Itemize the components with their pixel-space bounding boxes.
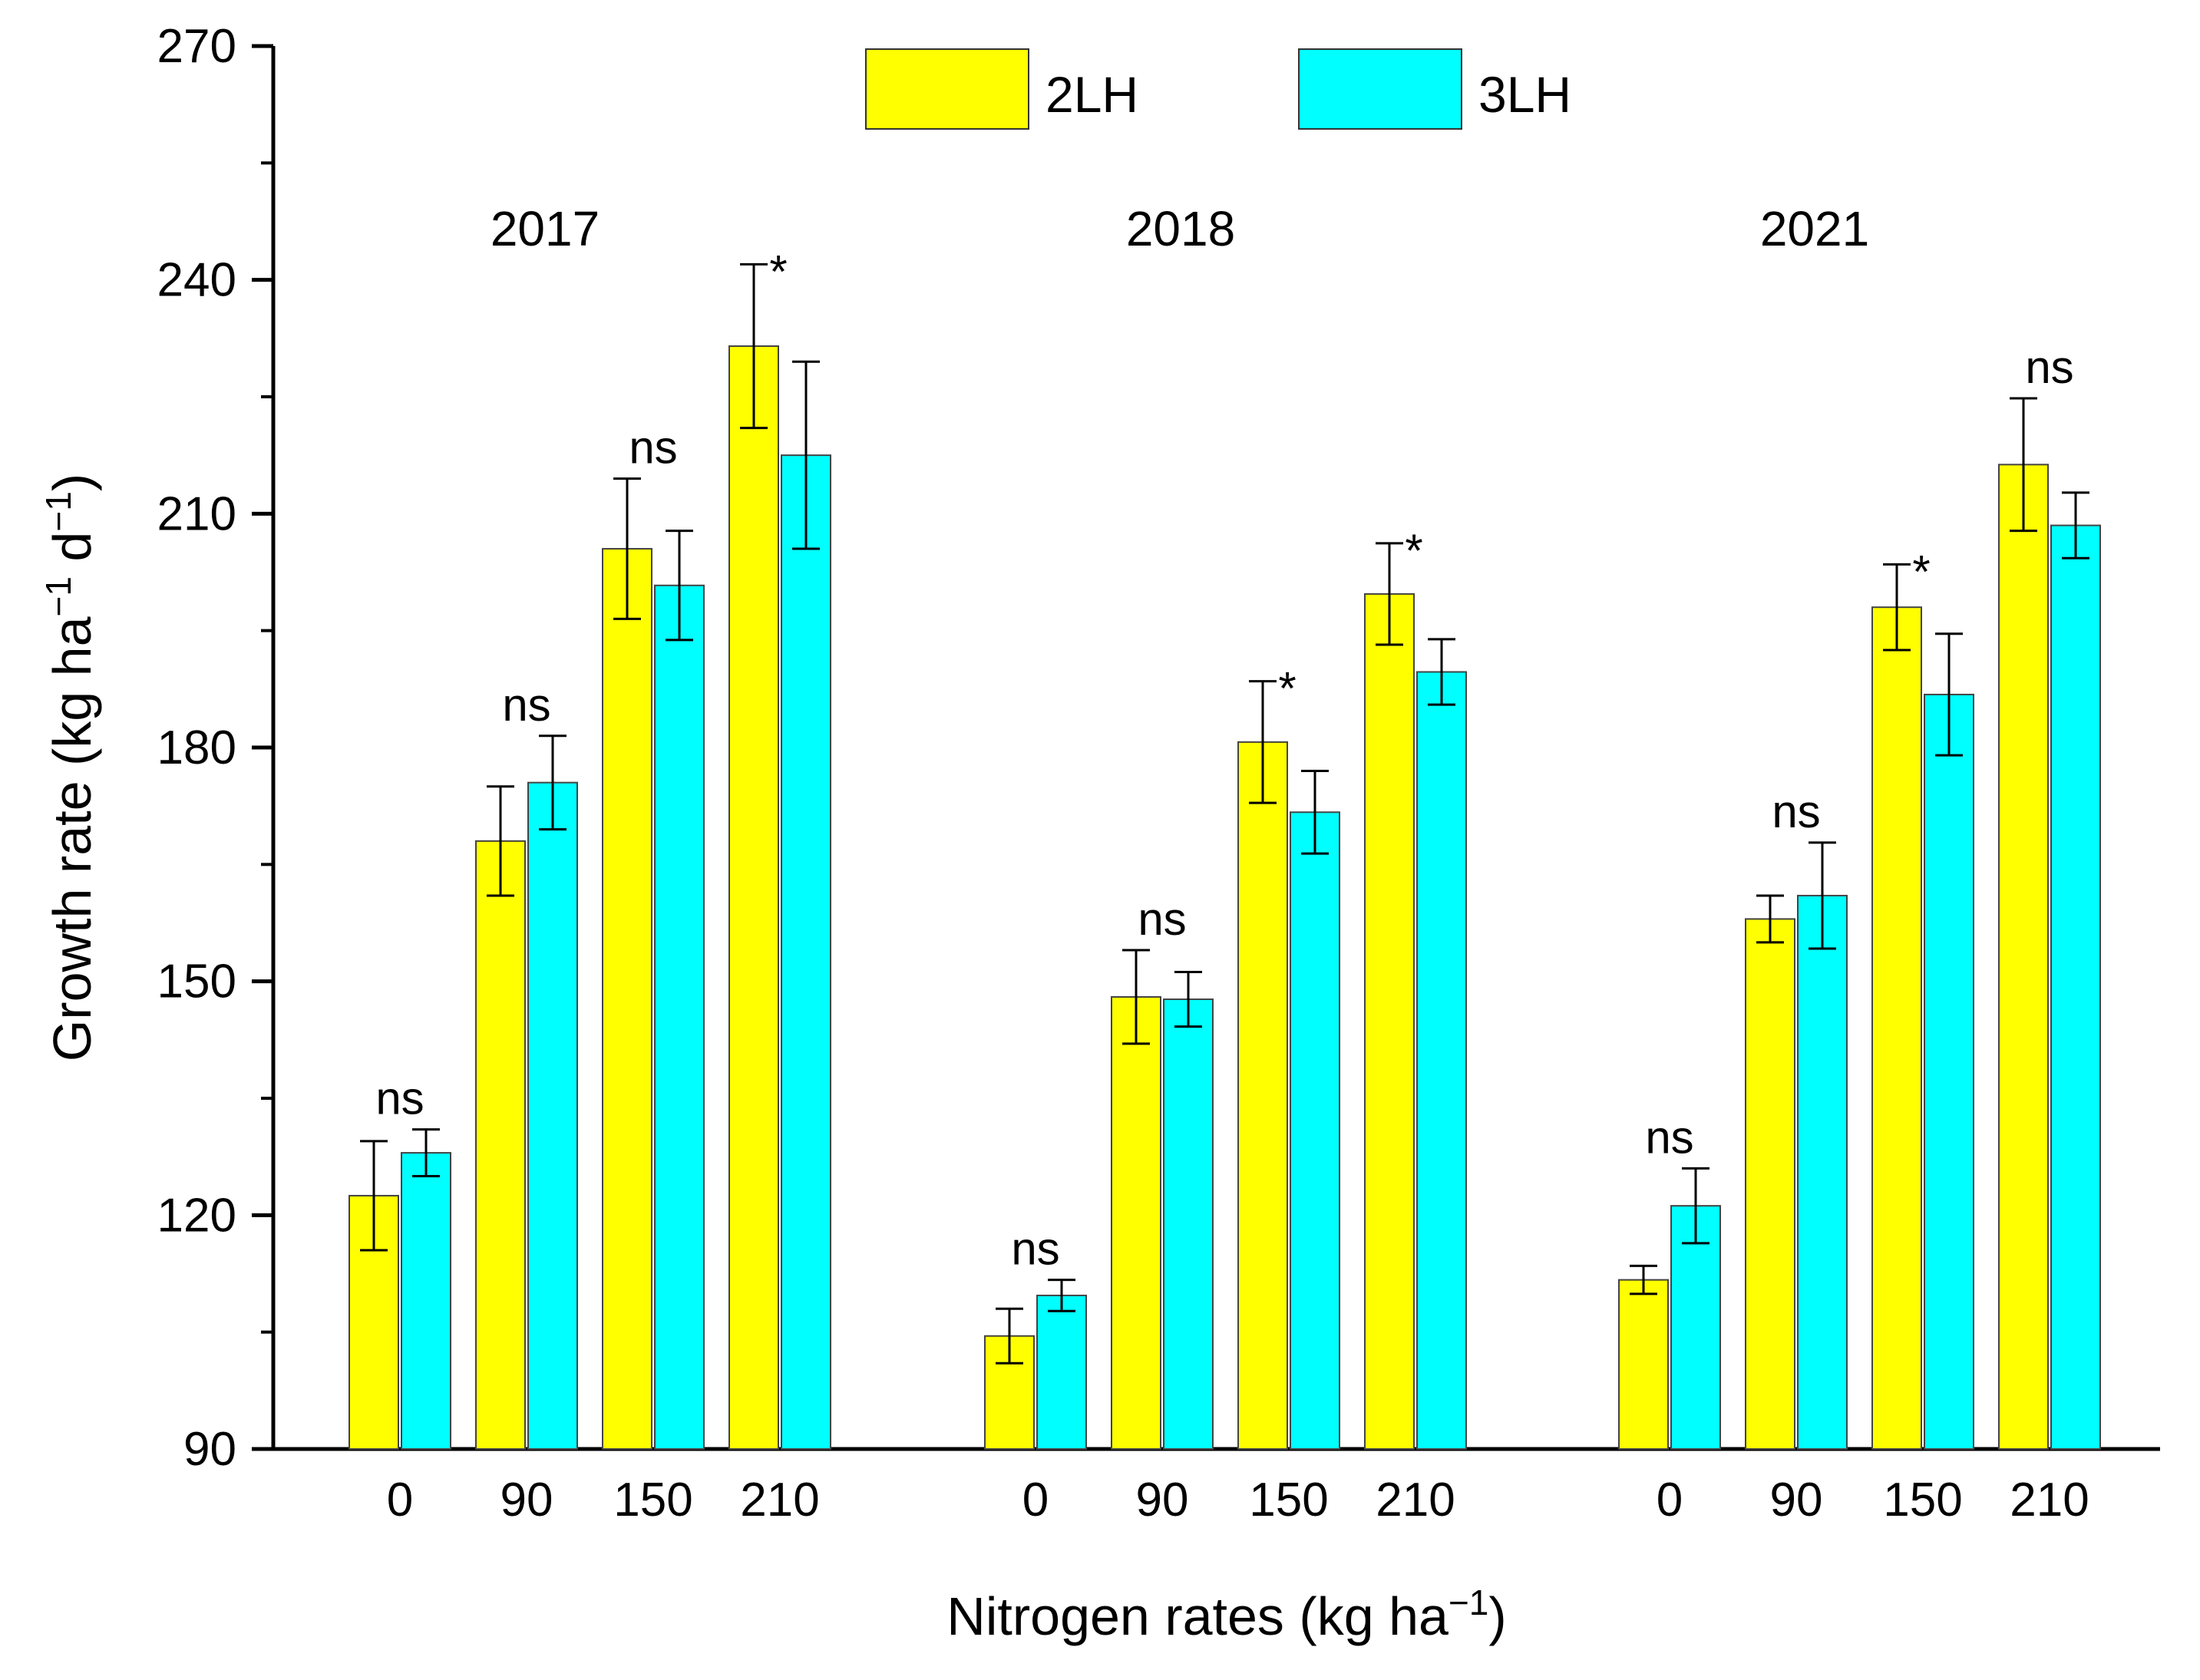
bar-2021-150-2lh (1871, 606, 1922, 1451)
bar-2018-150-2lh (1237, 741, 1288, 1450)
x-category-label: 210 (1376, 1474, 1455, 1527)
bar-2018-150-3lh (1290, 811, 1340, 1450)
y-axis-title: Growth rate (kg ha−1 d−1) (38, 474, 102, 1061)
significance-label: * (769, 246, 787, 297)
significance-label: * (1405, 525, 1422, 576)
x-category-label: 210 (2010, 1474, 2089, 1527)
x-category-label: 90 (1770, 1474, 1823, 1527)
y-tick-label: 120 (157, 1189, 236, 1242)
significance-label: ns (1011, 1223, 1059, 1275)
y-tick-label: 150 (157, 956, 236, 1008)
x-category-label: 90 (1136, 1474, 1189, 1527)
bar-2018-210-3lh (1416, 671, 1467, 1450)
significance-label: ns (629, 422, 677, 474)
bar-2021-0-2lh (1618, 1279, 1669, 1450)
x-category-label: 0 (387, 1474, 413, 1527)
legend: 2LH 3LH (865, 48, 1571, 130)
legend-swatch-3lh (1298, 48, 1462, 130)
significance-label: ns (2025, 342, 2073, 393)
bar-2017-90-2lh (475, 840, 526, 1451)
x-category-label: 150 (613, 1474, 692, 1527)
legend-label-3lh: 3LH (1478, 66, 1571, 123)
significance-label: * (1278, 663, 1296, 715)
year-label-2018: 2018 (1126, 201, 1235, 256)
bar-2018-90-3lh (1163, 998, 1214, 1450)
bar-2017-150-3lh (654, 584, 705, 1451)
x-category-label: 90 (500, 1474, 553, 1527)
bar-2021-210-2lh (1998, 464, 2049, 1450)
y-tick-label: 270 (157, 20, 236, 73)
bar-2021-210-3lh (2050, 524, 2101, 1450)
bar-2017-210-3lh (781, 454, 831, 1451)
significance-label: ns (502, 679, 550, 731)
x-category-label: 0 (1657, 1474, 1683, 1527)
significance-labels: ns ns ns * ns ns * * ns ns * ns (375, 246, 2073, 1274)
bar-2017-150-2lh (602, 548, 652, 1450)
x-category-label: 210 (740, 1474, 819, 1527)
year-label-2021: 2021 (1760, 201, 1869, 256)
x-category-label: 150 (1249, 1474, 1328, 1527)
legend-label-2lh: 2LH (1045, 66, 1138, 123)
y-tick-label: 240 (157, 254, 236, 307)
category-labels: 0 90 150 210 0 90 150 210 0 90 150 210 (387, 1474, 2089, 1527)
year-labels: 2017 2018 2021 (491, 201, 1869, 256)
bar-2017-0-3lh (401, 1152, 451, 1450)
significance-label: ns (375, 1073, 424, 1124)
x-axis-title: Nitrogen rates (kg ha−1) (946, 1583, 1506, 1646)
significance-label: ns (1138, 893, 1186, 945)
y-tick-label: 210 (157, 487, 236, 540)
bar-2021-90-3lh (1797, 894, 1848, 1450)
bar-2021-90-2lh (1745, 918, 1795, 1450)
y-tick-label: 90 (183, 1423, 236, 1476)
significance-label: ns (1772, 786, 1820, 837)
bar-2018-0-3lh (1036, 1294, 1087, 1450)
significance-label: * (1912, 546, 1930, 597)
significance-label: ns (1645, 1111, 1693, 1163)
y-tick-label: 180 (157, 721, 236, 774)
year-label-2017: 2017 (491, 201, 600, 256)
bars (348, 345, 2101, 1451)
x-category-label: 150 (1883, 1474, 1962, 1527)
legend-swatch-2lh (865, 48, 1029, 130)
x-category-label: 0 (1022, 1474, 1049, 1527)
bar-2021-150-3lh (1924, 693, 1974, 1450)
error-bars (360, 262, 2089, 1365)
bar-2017-90-3lh (527, 781, 578, 1450)
bar-2017-210-2lh (728, 345, 779, 1450)
bar-2018-90-2lh (1111, 995, 1161, 1450)
y-axis-ticks: 90 120 150 180 210 240 270 (157, 20, 273, 1476)
bar-2018-210-2lh (1364, 592, 1415, 1450)
